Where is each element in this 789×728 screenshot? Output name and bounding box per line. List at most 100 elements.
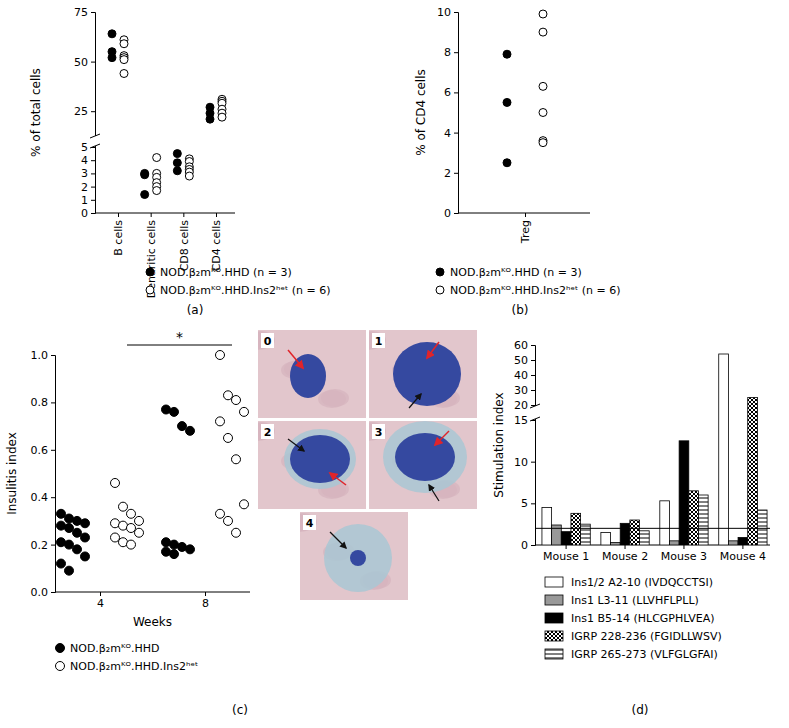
data-point	[539, 109, 547, 117]
y-tick-label: 20	[514, 399, 528, 412]
islet-infiltrate	[395, 433, 455, 481]
y-tick-label: 8	[444, 46, 451, 59]
y-tick-label: 0.0	[31, 586, 49, 599]
y-tick: 1	[81, 194, 95, 207]
image-label: 3	[375, 426, 383, 439]
y-tick-label: 3	[81, 167, 88, 180]
data-point	[65, 540, 74, 549]
data-point	[108, 54, 116, 62]
data-point	[135, 528, 144, 537]
data-point	[57, 509, 66, 518]
y-tick-mark	[91, 187, 95, 188]
legend-label: NOD.β₂mᴷᴼ.HHD	[70, 642, 160, 655]
y-tick-mark	[51, 545, 55, 546]
legend: NOD.β₂mᴷᴼ.HHD (n = 3)NOD.β₂mᴷᴼ.HHD.Ins2ʰ…	[436, 266, 620, 297]
histology-image	[369, 421, 477, 509]
x-tick: Mouse 1	[543, 545, 589, 563]
bar	[698, 495, 708, 545]
y-tick-mark	[51, 355, 55, 356]
x-tick: Mouse 3	[661, 545, 707, 563]
bar	[630, 520, 640, 545]
y-tick: 0	[81, 207, 95, 220]
y-tick-mark	[91, 62, 95, 63]
image-tissue	[321, 389, 349, 407]
y-tick-label: 1.0	[31, 349, 49, 362]
x-tick-mark	[183, 213, 184, 217]
bar	[728, 541, 738, 545]
bar	[581, 524, 591, 545]
axis-break-mark	[530, 417, 540, 421]
data-point	[65, 524, 74, 533]
legend-swatch	[545, 577, 563, 587]
panel-0: 012345255075% of total cellsB cellsDendr…	[29, 6, 330, 317]
y-tick: 0.8	[31, 396, 56, 409]
x-axis-title: Weeks	[133, 615, 172, 629]
x-tick: CD8 cells	[178, 213, 191, 271]
data-point	[173, 167, 181, 175]
panel-1: 0246810% of CD4 cellsTregNOD.β₂mᴷᴼ.HHD (…	[414, 6, 620, 317]
x-axis-line	[55, 592, 250, 593]
legend-swatch	[545, 649, 563, 659]
y-tick: 0.0	[31, 586, 56, 599]
x-tick: B cells	[112, 213, 125, 256]
data-point	[503, 159, 511, 167]
islet-infiltrate	[290, 354, 326, 398]
data-point	[153, 154, 161, 162]
data-point	[127, 540, 136, 549]
x-tick: 8	[202, 592, 209, 610]
image-label: 4	[306, 517, 314, 530]
x-tick: Mouse 4	[720, 545, 766, 563]
legend-label: Ins1 B5-14 (HLCGPHLVEA)	[571, 612, 714, 625]
y-tick-mark	[454, 12, 458, 13]
x-axis: 48	[55, 592, 250, 610]
y-tick-label: 50	[74, 56, 88, 69]
y-tick: 1.0	[31, 349, 56, 362]
image-background	[369, 421, 477, 509]
image-label-box	[261, 424, 274, 439]
x-tick-label: Mouse 1	[543, 550, 589, 563]
legend-label: Ins1/2 A2-10 (IVDQCCTSI)	[571, 576, 713, 589]
image-tissue	[258, 422, 275, 440]
y-tick: 0.2	[31, 539, 56, 552]
y-tick-mark	[454, 133, 458, 134]
y-tick-label: 4	[444, 127, 451, 140]
y-tick: 4	[444, 127, 458, 140]
x-tick-mark	[683, 545, 684, 549]
y-axis: 0510152030405060	[514, 339, 536, 552]
image-label-box	[303, 515, 316, 530]
y-tick-label: 0	[444, 207, 451, 220]
data-point	[186, 545, 195, 554]
image-background	[258, 421, 366, 509]
x-tick: Treg	[519, 213, 532, 244]
bar	[571, 513, 581, 545]
y-tick-label: 30	[514, 384, 528, 397]
legend-label: Ins1 L3-11 (LLVHFLPLL)	[571, 594, 699, 607]
bar	[660, 501, 670, 545]
bar	[561, 532, 571, 545]
x-axis: Mouse 1Mouse 2Mouse 3Mouse 4	[535, 545, 770, 563]
axis-break-gap	[532, 406, 538, 419]
x-tick-label: 4	[97, 597, 104, 610]
x-tick-mark	[742, 545, 743, 549]
legend-swatch	[545, 613, 563, 623]
y-tick-label: 4	[81, 154, 88, 167]
y-tick: 25	[74, 105, 95, 118]
data-point	[539, 10, 547, 18]
y-tick-mark	[91, 213, 95, 214]
y-tick: 6	[444, 86, 458, 99]
y-axis-line	[51, 356, 56, 593]
panel-label: (d)	[632, 703, 649, 717]
legend-swatch	[56, 644, 65, 653]
image-label: 2	[264, 426, 272, 439]
y-axis: 0246810	[437, 6, 459, 220]
significance-label: *	[176, 329, 183, 345]
y-tick: 50	[514, 354, 535, 367]
y-tick-mark	[531, 375, 535, 376]
data-point	[216, 417, 225, 426]
bar	[542, 508, 552, 546]
data-point	[240, 407, 249, 416]
axis-break-mark	[530, 404, 540, 408]
y-tick: 0.4	[31, 491, 56, 504]
y-tick-mark	[91, 200, 95, 201]
islet-ring	[324, 524, 392, 592]
